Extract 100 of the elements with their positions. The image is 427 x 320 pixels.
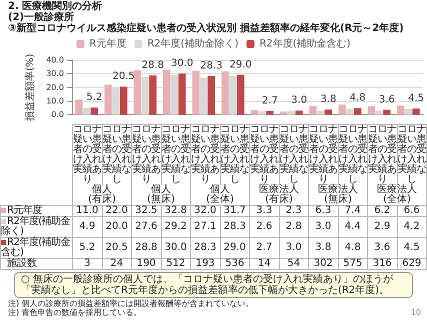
text: 3.6 (378, 94, 395, 106)
data-label: 4.8 (338, 238, 368, 258)
text: 629 (397, 258, 426, 270)
bar (162, 70, 170, 115)
y-tick-label: 0.0 (51, 110, 64, 120)
text: 注) 青色申告の数値を採用している。 (8, 308, 142, 317)
text: 190 (132, 258, 161, 270)
data-label: 6.2 (368, 205, 397, 216)
data-label: 7.4 (338, 205, 368, 216)
bar (258, 111, 266, 115)
text: 14 (250, 258, 279, 270)
text: 施設数 (0, 258, 72, 270)
data-label: 29.0 (220, 238, 250, 258)
bar (266, 111, 274, 115)
text: R2年度(補助金含む) (1, 237, 70, 258)
y-tick-label: 10.0 (46, 96, 64, 106)
text: 医療法人 (無床) (308, 184, 368, 206)
data-label: 28.3 (190, 238, 220, 258)
data-label: 6.6 (397, 205, 426, 216)
text: 30.0 (170, 58, 194, 70)
data-label: 30.0 (161, 238, 190, 258)
text: 10 (410, 308, 421, 317)
data-label: 27.6 (132, 216, 161, 238)
x-tick-label: コロナ疑い患者の受け入れ実績なし (279, 124, 308, 185)
x-tick-label: コロナ疑い患者の受け入れ実績なし (220, 124, 250, 185)
data-label: 4.5 (397, 238, 426, 258)
data-label: 28.8 (132, 238, 161, 258)
legend-label: R2年度(補助金含む) (259, 38, 351, 50)
bar (178, 74, 186, 115)
text: 注) 個人の診療所の損益差額率には開設者報酬等が含まれていない。 (8, 299, 255, 308)
bar (396, 106, 404, 115)
bar (324, 110, 332, 115)
x-tick-label: コロナ疑い患者の受け入れ実績あり (250, 124, 279, 185)
data-label: 3.8 (308, 238, 338, 258)
bar (383, 110, 391, 115)
x-tick-label: コロナ疑い患者の受け入れ実績なし (338, 124, 368, 185)
text: 575 (338, 258, 368, 270)
text: 28.8 (142, 60, 164, 71)
data-label: 31.7 (220, 205, 250, 216)
data-label: 4.2 (397, 216, 426, 238)
text: 5.2 (86, 92, 102, 104)
bar (75, 100, 83, 115)
data-label: 2.6 (250, 216, 279, 238)
data-label: 20.0 (102, 216, 132, 238)
data-label: 3.6 (368, 238, 397, 258)
text: 4.8 (350, 92, 366, 104)
text: 512 (161, 258, 190, 270)
text: 4.5 (408, 93, 424, 104)
data-label: 3.0 (308, 216, 338, 238)
text: R元年度 (7, 205, 42, 216)
legend-label: R元年度 (89, 38, 126, 50)
data-label: 3.0 (279, 238, 308, 258)
data-label: 2.8 (279, 216, 308, 238)
text: 医療法人 (有床) (250, 184, 308, 206)
x-tick-label: コロナ疑い患者の受け入れ実績なし (102, 124, 132, 185)
x-tick-label: コロナ疑い患者の受け入れ実績あり (368, 124, 397, 185)
text: 536 (220, 258, 250, 270)
data-label: 28.3 (220, 216, 250, 238)
data-label: 27.1 (190, 216, 220, 238)
x-tick-label: コロナ疑い患者の受け入れ実績あり (190, 124, 220, 185)
bar (236, 75, 244, 115)
text: R2年度(補助金除く) (1, 216, 70, 237)
bar (250, 110, 258, 115)
data-label: 29.2 (161, 216, 190, 238)
bar (375, 110, 383, 115)
data-label: 32.8 (161, 205, 190, 216)
bar (288, 110, 296, 115)
text: 個人 (有床) (72, 184, 132, 206)
bar (404, 108, 412, 115)
text: ○ 無床の一般診療所の個人では、「コロナ疑い患者の受け入れ実績あり」のほうが「実績なし」と比べてR元年度からの損益差額率の低下幅が大きかった(R2年度)。 (14, 272, 413, 298)
bar (354, 108, 362, 115)
data-label: 2.7 (250, 238, 279, 258)
data-label: 11.0 (72, 205, 102, 216)
legend-label: R2年度(補助金除く) (147, 38, 239, 50)
data-label: 22.0 (102, 205, 132, 216)
data-label: 32.0 (190, 205, 220, 216)
text: 2.7 (262, 96, 278, 107)
text: 3 (72, 258, 102, 270)
bar (368, 106, 376, 115)
bar (149, 75, 157, 115)
bar (90, 108, 98, 115)
data-label: 5.2 (72, 238, 102, 258)
data-label: 3.3 (250, 205, 279, 216)
x-tick-label: コロナ疑い患者の受け入れ実績あり (72, 124, 102, 185)
bar (295, 110, 303, 115)
bar (280, 112, 288, 115)
bar (82, 108, 90, 115)
text: 3.0 (291, 95, 308, 106)
text: 316 (368, 258, 397, 270)
data-label: 20.5 (102, 238, 132, 258)
y-tick-label: 20.0 (46, 82, 64, 92)
bar (412, 108, 420, 115)
bar (104, 84, 112, 115)
y-tick-label: 40.0 (46, 56, 64, 64)
text: 54 (279, 258, 308, 270)
data-label: 4.9 (72, 216, 102, 238)
bar (309, 106, 317, 115)
bar (208, 76, 216, 115)
bar (316, 110, 324, 115)
text: 個人 (無床) (132, 184, 190, 206)
